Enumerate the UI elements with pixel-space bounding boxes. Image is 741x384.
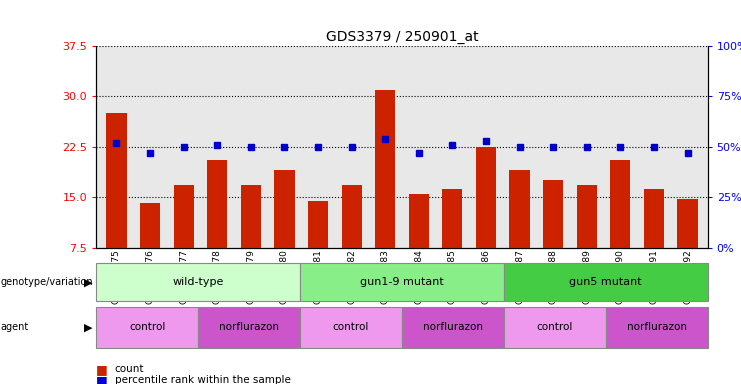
Bar (677, 199, 697, 298)
Text: control: control (536, 322, 573, 333)
Text: percentile rank within the sample: percentile rank within the sample (115, 375, 290, 384)
Bar (442, 189, 462, 298)
Text: norflurazon: norflurazon (219, 322, 279, 333)
Bar (207, 161, 227, 298)
Text: control: control (333, 322, 369, 333)
Bar (107, 113, 127, 298)
Bar (342, 185, 362, 298)
Text: genotype/variation: genotype/variation (1, 277, 93, 287)
Bar (476, 147, 496, 298)
Text: control: control (129, 322, 165, 333)
Title: GDS3379 / 250901_at: GDS3379 / 250901_at (326, 30, 478, 44)
Bar (140, 203, 160, 298)
Bar (576, 185, 597, 298)
Text: norflurazon: norflurazon (423, 322, 483, 333)
Text: ■: ■ (96, 363, 108, 376)
Text: gun1-9 mutant: gun1-9 mutant (360, 277, 444, 287)
Bar (308, 200, 328, 298)
Bar (274, 170, 294, 298)
Bar (543, 180, 563, 298)
Text: ■: ■ (96, 374, 108, 384)
Bar (611, 161, 631, 298)
Text: agent: agent (1, 322, 29, 333)
Text: wild-type: wild-type (173, 277, 224, 287)
Bar (241, 185, 261, 298)
Text: ▶: ▶ (84, 277, 93, 287)
Bar (510, 170, 530, 298)
Text: gun5 mutant: gun5 mutant (569, 277, 642, 287)
Bar (644, 189, 664, 298)
Bar (173, 185, 193, 298)
Text: count: count (115, 364, 144, 374)
Bar (375, 90, 395, 298)
Text: norflurazon: norflurazon (627, 322, 687, 333)
Text: ▶: ▶ (84, 322, 93, 333)
Bar (409, 194, 429, 298)
